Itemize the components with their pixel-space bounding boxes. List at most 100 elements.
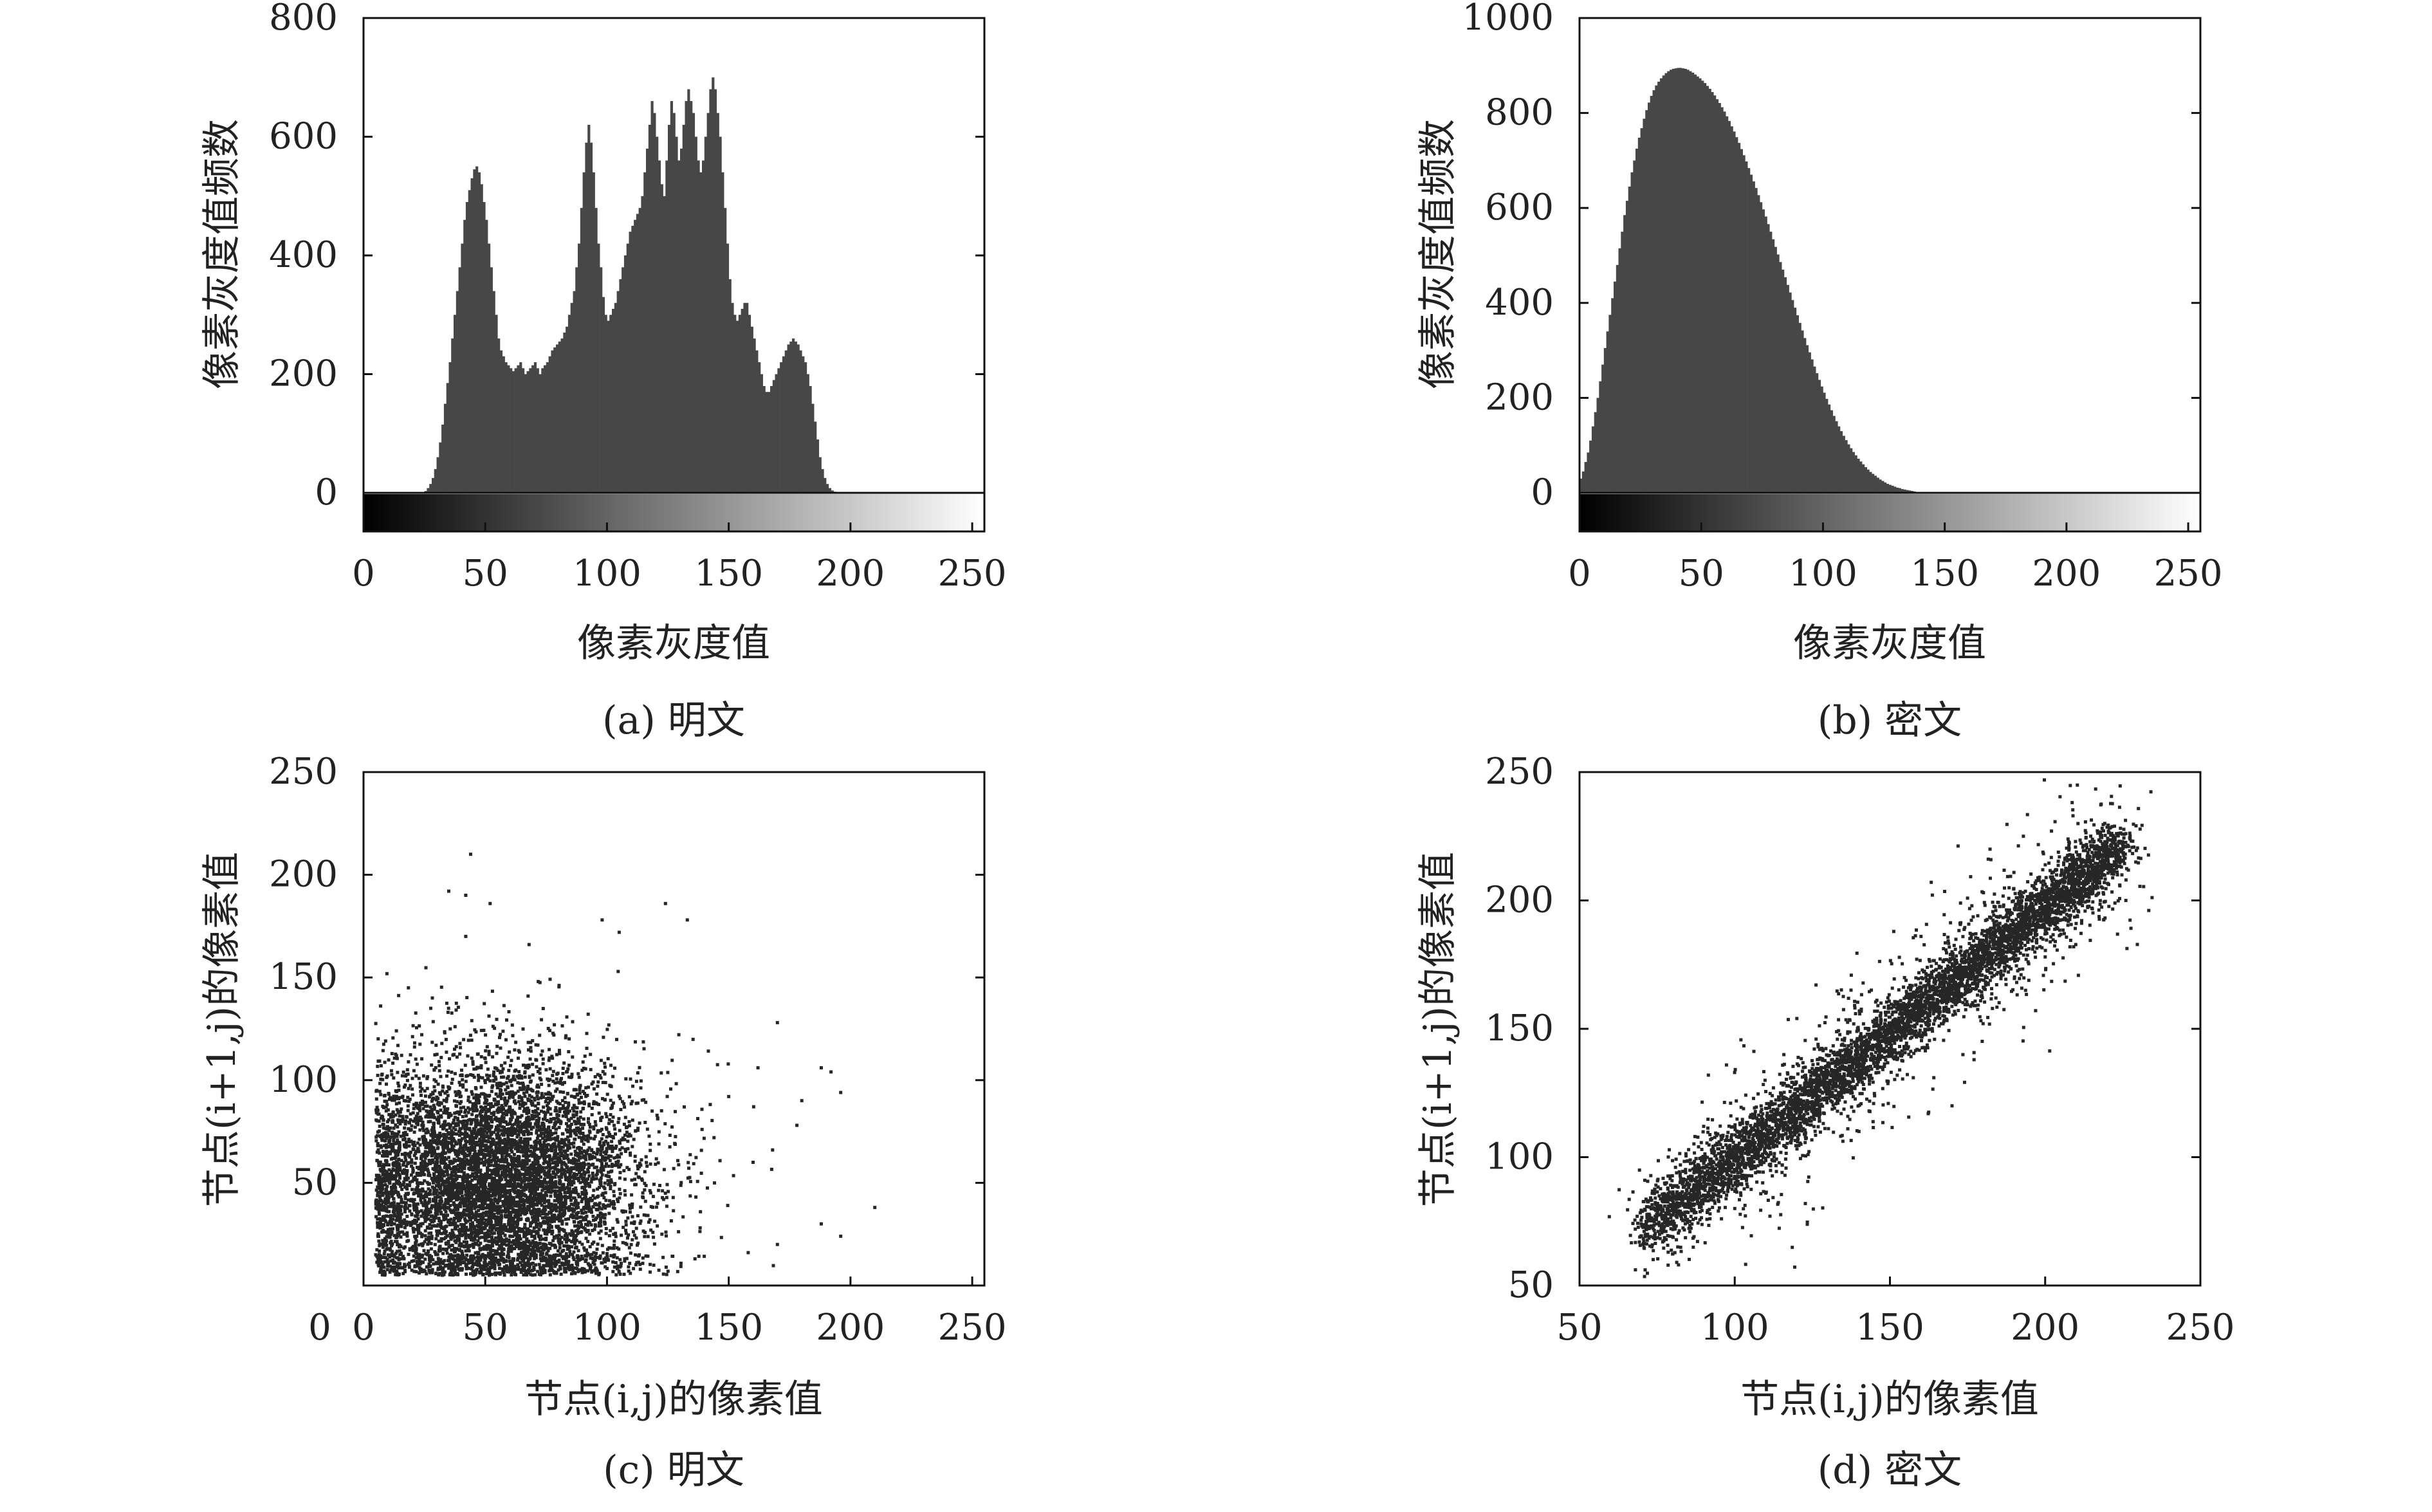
scatter-point (450, 1244, 454, 1247)
scatter-point (431, 1020, 435, 1024)
histogram-bar (558, 341, 561, 493)
histogram-bar (1611, 298, 1614, 493)
scatter-point (427, 1217, 430, 1221)
scatter-point (674, 1082, 678, 1085)
histogram-bar (578, 243, 581, 493)
scatter-point (545, 1103, 549, 1107)
histogram-bar (816, 439, 820, 493)
scatter-point (607, 1023, 611, 1027)
histogram-bar (1720, 107, 1724, 493)
scatter-point (609, 1154, 613, 1158)
scatter-point (576, 1146, 580, 1150)
scatter-point (533, 1214, 536, 1218)
scatter-point (537, 1164, 541, 1168)
scatter-point (594, 1218, 598, 1221)
scatter-point (580, 1162, 584, 1166)
scatter-point (587, 1170, 590, 1174)
histogram-bar (731, 302, 734, 493)
scatter-point (521, 1104, 525, 1108)
histogram-bar (1686, 69, 1690, 493)
histogram-bar (1898, 488, 1901, 493)
scatter-point (425, 1272, 428, 1276)
scatter-point (418, 1271, 421, 1275)
scatter-point (557, 1233, 561, 1237)
histogram-bar (755, 350, 759, 493)
scatter-point (392, 1255, 396, 1258)
histogram-bar (1906, 490, 1909, 493)
scatter-point (452, 1233, 456, 1237)
scatter-point (499, 1121, 502, 1125)
y-tick-label: 200 (1485, 376, 1554, 418)
scatter-point (424, 1100, 427, 1104)
scatter-point (460, 1170, 464, 1174)
scatter-point (385, 1185, 389, 1188)
scatter-point (566, 1191, 570, 1195)
scatter-point (414, 1214, 418, 1218)
scatter-point (618, 1096, 622, 1100)
histogram-bar (675, 136, 678, 493)
scatter-point (543, 1177, 546, 1181)
scatter-point (520, 1167, 524, 1171)
scatter-point (485, 1073, 489, 1077)
scatter-point (708, 1103, 712, 1107)
histogram-bar (1888, 484, 1892, 493)
histogram-bar (1693, 74, 1697, 493)
scatter-point (495, 1086, 499, 1090)
scatter-point (634, 1080, 638, 1083)
scatter-point (654, 1205, 658, 1209)
scatter-point (508, 1050, 511, 1054)
y-tick-label: 0 (1531, 472, 1554, 513)
scatter-point (413, 1041, 416, 1045)
scatter-point (696, 1117, 699, 1121)
scatter-point (592, 1087, 596, 1091)
scatter-point (593, 1269, 597, 1273)
scatter-point (419, 1209, 423, 1213)
scatter-point (487, 1053, 491, 1056)
histogram-bar (607, 320, 610, 493)
scatter-point (538, 981, 542, 984)
scatter-point (580, 1068, 584, 1072)
histogram-bar (1738, 143, 1741, 493)
scatter-point (698, 1226, 702, 1230)
scatter-point (392, 1197, 396, 1201)
scatter-point (453, 1047, 456, 1051)
scatter-point (520, 1228, 524, 1231)
scatter-point (493, 1066, 497, 1070)
scatter-point (626, 1147, 630, 1150)
scatter-point (412, 1154, 416, 1157)
scatter-point (613, 1182, 617, 1186)
scatter-point (617, 1270, 621, 1274)
scatter-point (454, 1178, 457, 1182)
scatter-point (594, 1177, 598, 1181)
histogram-bar (775, 374, 778, 493)
histogram-bar (1677, 68, 1680, 493)
histogram-bar (806, 374, 809, 493)
scatter-point (577, 1179, 580, 1183)
scatter-point (390, 1230, 394, 1234)
histogram-bar (821, 469, 824, 493)
scatter-point (412, 1198, 416, 1202)
histogram-bar (499, 350, 503, 493)
scatter-point (477, 1073, 480, 1077)
scatter-point (580, 1230, 584, 1233)
scatter-point (462, 1165, 466, 1168)
scatter-point (503, 1061, 507, 1065)
scatter-point (392, 1126, 396, 1130)
scatter-point (576, 1126, 580, 1130)
scatter-point (445, 1050, 448, 1054)
scatter-point (462, 1171, 466, 1175)
scatter-point (497, 1247, 501, 1251)
scatter-point (641, 1191, 645, 1195)
scatter-point (719, 1235, 723, 1239)
scatter-point (548, 1157, 552, 1161)
scatter-point (533, 1237, 537, 1240)
scatter-point (505, 1112, 509, 1116)
scatter-point (657, 1142, 661, 1146)
scatter-point (405, 1178, 409, 1182)
scatter-point (493, 1271, 497, 1275)
scatter-point (568, 1127, 572, 1131)
scatter-point (433, 1089, 437, 1093)
histogram-bar (1726, 116, 1729, 493)
scatter-point (404, 1074, 407, 1078)
scatter-point (391, 1061, 395, 1065)
